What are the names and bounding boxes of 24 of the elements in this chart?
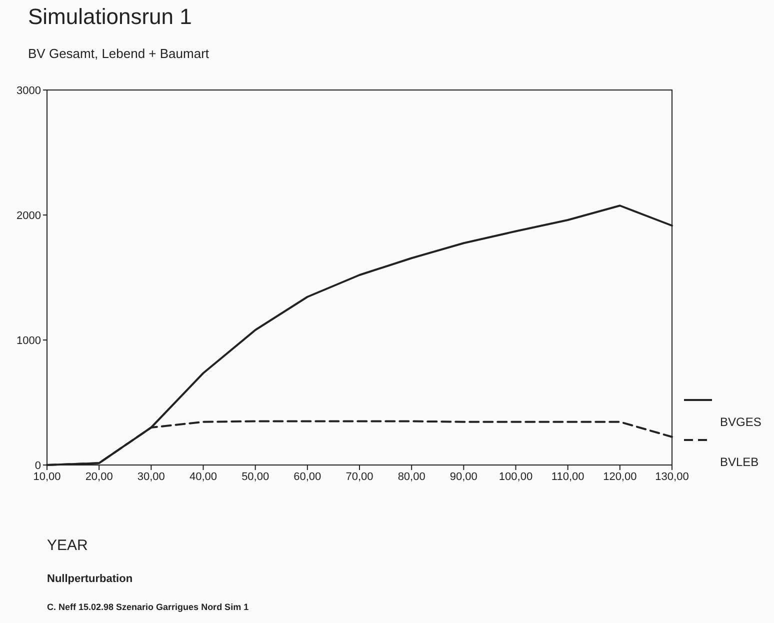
text: C. Neff 15.02.98 Szenario Garrigues Nord Sim 1	[47, 602, 249, 612]
x-tick-label: 20,00	[85, 471, 113, 483]
x-tick-label: 30,00	[137, 471, 165, 483]
chart-subtitle: BV Gesamt, Lebend + Baumart	[28, 46, 210, 61]
y-tick-label: 0	[34, 460, 41, 472]
text: BVGES	[720, 415, 762, 429]
text: BVLEB	[720, 455, 759, 469]
y-tick-label: 3000	[16, 84, 41, 97]
y-tick-label: 1000	[16, 334, 41, 347]
x-tick-label: 120,00	[603, 471, 637, 483]
x-tick-label: 70,00	[346, 471, 374, 483]
x-tick-label: 60,00	[294, 471, 322, 483]
x-tick-label: 100,00	[498, 471, 533, 483]
x-tick-label: 90,00	[450, 471, 478, 483]
chart-title: Simulationsrun 1	[28, 4, 192, 29]
x-axis-title: YEAR	[47, 537, 88, 554]
x-tick-label: 40,00	[189, 471, 218, 483]
x-tick-label: 80,00	[398, 471, 426, 483]
y-tick-label: 2000	[16, 210, 41, 222]
x-tick-label: 110,00	[551, 471, 584, 483]
x-tick-label: 10,00	[33, 471, 61, 483]
x-tick-label: 50,00	[242, 471, 270, 483]
x-tick-label: 130,00	[655, 471, 689, 483]
text: Nullperturbation	[47, 573, 133, 585]
